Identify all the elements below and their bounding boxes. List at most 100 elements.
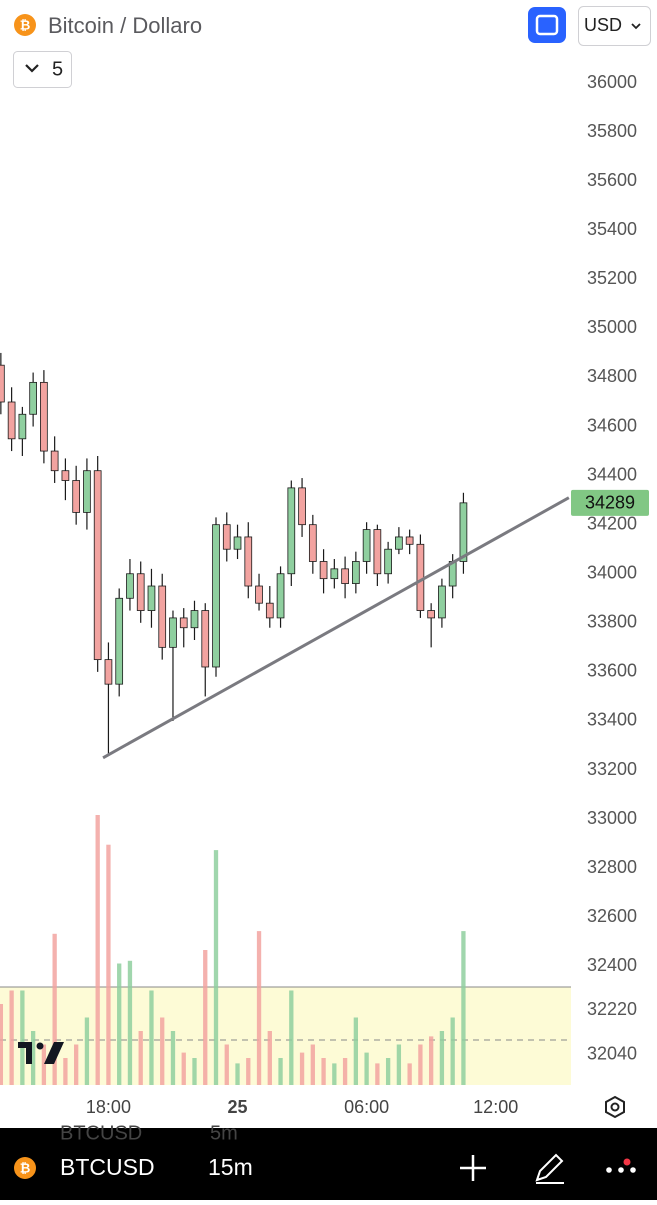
interval[interactable]: 15m xyxy=(208,1154,253,1180)
candle-body xyxy=(61,470,70,481)
volume-bar xyxy=(267,1031,272,1085)
candle-body xyxy=(373,529,382,575)
symbol-title: Bitcoin / Dollaro xyxy=(48,13,202,38)
candle-body xyxy=(93,470,102,661)
volume-bar xyxy=(429,1036,434,1085)
candle-body xyxy=(298,487,306,526)
trendline xyxy=(102,496,570,760)
indicator-toggle[interactable] xyxy=(13,51,72,88)
candle-body xyxy=(427,610,435,619)
interval-above[interactable]: 5m xyxy=(210,1122,238,1144)
y-tick-label: 34800 xyxy=(587,366,637,386)
candle-body xyxy=(18,413,27,440)
volume-bar xyxy=(106,844,111,1085)
candle-body xyxy=(222,524,231,550)
volume-bar xyxy=(170,1031,176,1085)
y-tick-label: 33800 xyxy=(587,612,637,632)
candle-body xyxy=(265,602,274,619)
logo-part xyxy=(44,1042,64,1064)
menu-dot[interactable] xyxy=(630,1167,636,1173)
volume-bar xyxy=(418,1044,423,1085)
candle-body xyxy=(201,610,210,668)
volume-bar xyxy=(235,1063,240,1085)
volume-bar xyxy=(321,1058,326,1085)
add-button[interactable] xyxy=(460,1155,486,1181)
candle-body xyxy=(405,536,414,545)
volume-bar xyxy=(256,931,262,1085)
currency-select[interactable] xyxy=(578,6,651,46)
candle-body xyxy=(115,597,124,685)
candle-body xyxy=(319,561,328,580)
y-tick-label: 32400 xyxy=(587,955,637,975)
y-tick-label: 34200 xyxy=(587,513,637,533)
tv-logo xyxy=(18,1042,64,1064)
candle-body xyxy=(0,364,5,403)
volume-bar xyxy=(0,1004,4,1085)
indicator-count[interactable]: 5 xyxy=(52,58,63,80)
fullscreen-button[interactable] xyxy=(528,7,566,43)
y-tick-label: 35400 xyxy=(587,219,637,239)
volume-bar xyxy=(213,850,219,1085)
y-tick-label: 33200 xyxy=(587,759,637,779)
volume-bar xyxy=(439,1031,445,1085)
volume-bar xyxy=(9,990,14,1085)
volume-bar xyxy=(450,1017,455,1085)
y-tick-label: 34400 xyxy=(587,464,637,484)
candle-body xyxy=(308,524,317,562)
y-tick-label: 33000 xyxy=(587,808,637,828)
y-tick-label: 35800 xyxy=(587,121,637,141)
y-tick-label: 35000 xyxy=(587,317,637,337)
volume-bar xyxy=(138,1031,143,1085)
y-tick-label: 32040 xyxy=(587,1043,637,1063)
candle-body xyxy=(126,573,134,599)
volume-bar xyxy=(74,1044,79,1085)
candle-body xyxy=(29,381,37,415)
volume-bar xyxy=(342,1058,348,1085)
chevron xyxy=(631,23,641,30)
candle-body xyxy=(362,529,371,562)
x-tick-label: 18:00 xyxy=(86,1097,131,1117)
volume-bar xyxy=(20,990,25,1085)
bitcoin-symbol: ₿ xyxy=(20,17,31,32)
fullscreen-icon xyxy=(535,14,559,36)
chevron xyxy=(25,64,39,73)
y-tick-label: 32600 xyxy=(587,906,637,926)
volume-bar xyxy=(407,1063,412,1085)
volume-bar xyxy=(192,1058,197,1085)
bitcoin-icon xyxy=(14,14,36,36)
draw-button[interactable] xyxy=(535,1153,564,1184)
candle-body xyxy=(104,659,113,685)
candle-body xyxy=(190,610,199,629)
volume-bar xyxy=(127,960,133,1085)
symbol-above[interactable]: BTCUSD xyxy=(60,1122,142,1144)
volume-bar xyxy=(95,815,100,1085)
y-tick-label: 36000 xyxy=(587,72,637,92)
candle-body xyxy=(147,585,156,611)
currency[interactable]: USD xyxy=(584,15,622,35)
volume-bar xyxy=(375,1063,380,1085)
settings-icon[interactable] xyxy=(605,1095,625,1119)
menu-dot[interactable] xyxy=(606,1167,612,1173)
candle-body xyxy=(244,536,253,587)
plot xyxy=(0,352,571,1085)
volume-bar xyxy=(246,1058,251,1085)
bitcoin-icon xyxy=(14,1157,36,1179)
volume-bar xyxy=(84,1017,90,1085)
logo-part xyxy=(18,1042,32,1064)
volume-bar xyxy=(30,1031,36,1085)
y-tick-label: 34600 xyxy=(587,415,637,435)
logo-part xyxy=(36,1042,44,1050)
candle-body xyxy=(384,548,392,575)
bitcoin-symbol: ₿ xyxy=(20,1160,31,1175)
candle-body xyxy=(83,470,91,513)
symbol[interactable]: BTCUSD xyxy=(60,1154,155,1180)
y-tick-label: 32800 xyxy=(587,857,637,877)
candle-body xyxy=(395,536,403,550)
candle-body xyxy=(212,524,220,668)
y-tick-label: 33600 xyxy=(587,661,637,681)
volume-bar xyxy=(160,1017,165,1085)
menu-dot[interactable] xyxy=(618,1167,624,1173)
y-tick-label: 33400 xyxy=(587,710,637,730)
last-price-tag xyxy=(571,489,649,516)
